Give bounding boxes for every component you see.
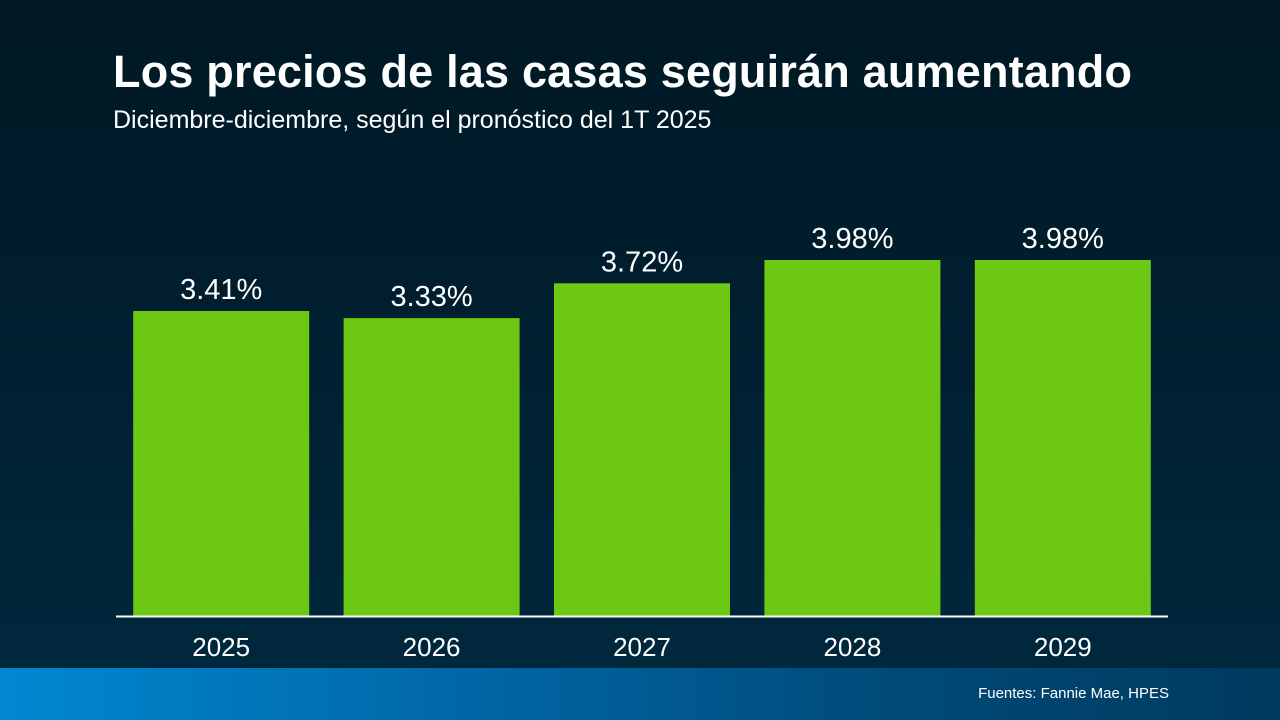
bar-2025 bbox=[133, 311, 310, 616]
bar-2029 bbox=[974, 260, 1151, 616]
x-tick-label-2026: 2026 bbox=[403, 632, 461, 662]
x-tick-label-2028: 2028 bbox=[823, 632, 881, 662]
source-note: Fuentes: Fannie Mae, HPES bbox=[978, 685, 1169, 702]
chart-title: Los precios de las casas seguirán aument… bbox=[113, 46, 1133, 97]
x-tick-label-2025: 2025 bbox=[192, 632, 250, 662]
chart-subtitle: Diciembre-diciembre, según el pronóstico… bbox=[113, 106, 712, 134]
x-tick-label-2029: 2029 bbox=[1034, 632, 1092, 662]
footer-bar: Fuentes: Fannie Mae, HPES bbox=[0, 668, 1280, 720]
bar-2028 bbox=[764, 260, 941, 616]
bar-2027 bbox=[554, 283, 730, 616]
bar-2026 bbox=[343, 318, 520, 616]
data-label-2029: 3.98% bbox=[1022, 223, 1104, 255]
x-tick-label-2027: 2027 bbox=[613, 632, 671, 662]
data-label-2028: 3.98% bbox=[811, 223, 893, 255]
bar-chart: 3.41% 2025 3.33% 2026 3.72% 2027 3.98% 2028 3.98… bbox=[133, 223, 1151, 662]
data-label-2025: 3.41% bbox=[180, 274, 262, 306]
data-label-2027: 3.72% bbox=[601, 246, 683, 278]
data-label-2026: 3.33% bbox=[390, 281, 472, 313]
